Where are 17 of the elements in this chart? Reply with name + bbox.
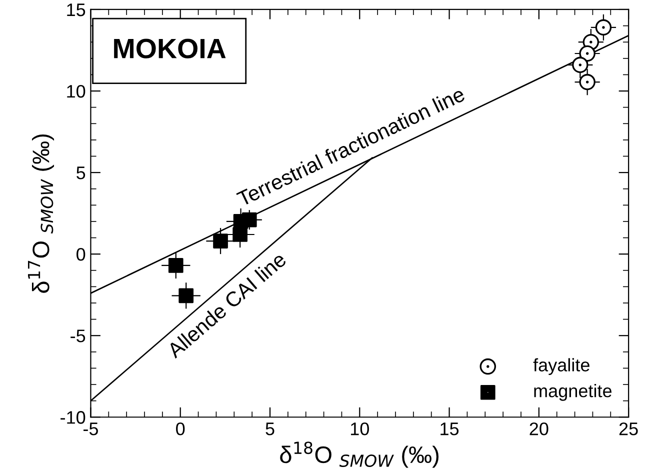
legend-label: magnetite [534,384,612,401]
y-tick-label: 10 [67,84,86,98]
y-tick-label: 15 [67,4,86,16]
x-axis-title: δ$^{18}$O $_{SMOW}$ (‰) [280,442,438,468]
y-tick-label: -10 [60,411,86,424]
annotation: MOKOIA [114,38,226,58]
x-tick-label: 0 [176,422,185,436]
y-tick-label: -5 [70,330,86,342]
x-tick-label: 5 [266,422,274,436]
x-tick-label: 15 [440,422,459,436]
x-tick-label: 25 [619,422,638,436]
y-tick-label: 5 [76,166,86,180]
y-axis-title: δ$^{17}$O $_{SMOW}$ (‰) [28,134,54,293]
y-tick-label: 0 [76,248,86,261]
legend-label: fayalite [533,358,590,376]
x-tick-label: 20 [530,422,548,436]
x-tick-label: 10 [350,422,369,436]
